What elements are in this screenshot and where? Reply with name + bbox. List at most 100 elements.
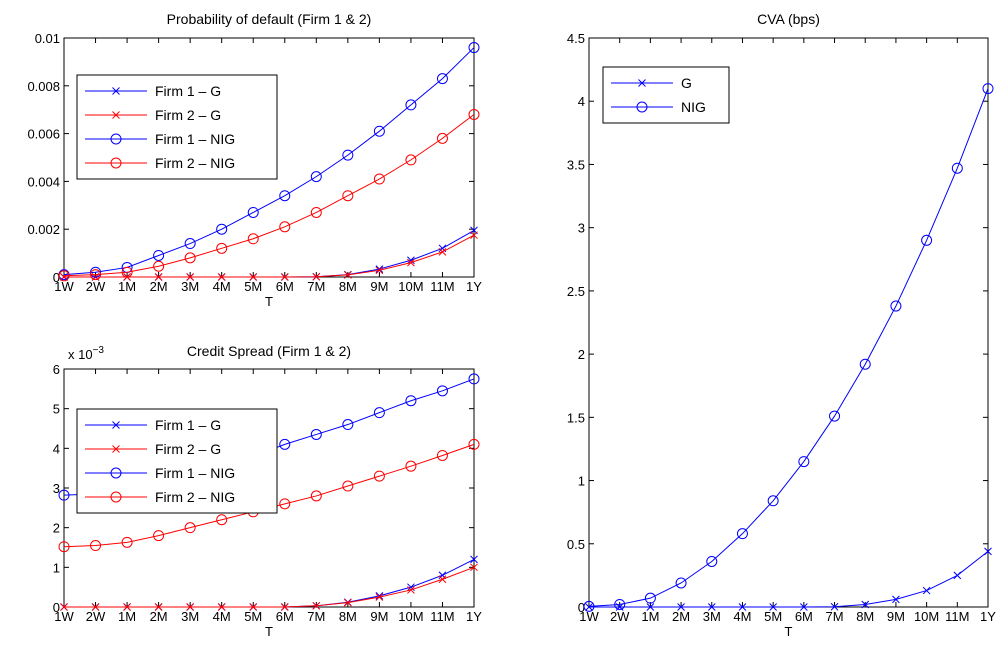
y-tick-label: 2.5: [567, 284, 585, 299]
y-tick-label: 0: [578, 600, 585, 615]
series-line: [64, 566, 475, 608]
data-point: [153, 249, 165, 261]
data-point: [438, 248, 447, 256]
data-point: [675, 577, 687, 589]
data-point: [343, 598, 352, 607]
x-tick-label: 11M: [430, 609, 454, 624]
marker-stroke: [407, 583, 415, 592]
data-point: [342, 190, 354, 202]
series-line: [588, 88, 989, 607]
y-exponent-base: x 10: [68, 347, 93, 362]
data-point: [312, 601, 321, 610]
legend-marker: [110, 491, 122, 503]
y-tick-label: 0.002: [27, 222, 60, 237]
marker-stroke: [407, 256, 415, 265]
x-tick-label: 11M: [430, 279, 454, 294]
x-tick-label: 5M: [764, 609, 782, 624]
data-point: [468, 42, 480, 54]
data-point: [91, 603, 100, 611]
data-point: [646, 603, 655, 611]
data-point: [279, 190, 291, 202]
data-point: [58, 270, 70, 282]
x-tick-label: 2M: [672, 609, 690, 624]
y-tick-label: 5: [53, 402, 60, 417]
y-tick-label: 3.5: [567, 157, 585, 172]
marker-stroke: [738, 603, 747, 611]
marker-stroke: [922, 586, 931, 595]
data-point: [707, 603, 716, 611]
y-tick-label: 0: [53, 270, 60, 285]
legend-label: NIG: [681, 99, 706, 115]
marker-stroke: [343, 598, 352, 607]
marker-stroke: [112, 87, 120, 95]
series-1: [585, 547, 992, 611]
data-point: [984, 547, 992, 556]
data-point: [373, 407, 385, 419]
data-point: [279, 438, 291, 450]
series-2: [60, 563, 478, 611]
marker-stroke: [186, 603, 195, 611]
series-3: [58, 42, 480, 281]
marker-stroke: [953, 571, 962, 580]
x-tick-label: 7M: [826, 609, 844, 624]
data-point: [438, 575, 447, 584]
legend-marker: [110, 467, 122, 479]
data-point: [982, 83, 994, 95]
marker-stroke: [217, 273, 226, 281]
marker-stroke: [375, 266, 384, 275]
data-point: [60, 603, 68, 611]
data-point: [184, 238, 196, 250]
data-point: [310, 206, 322, 218]
y-tick-label: 4.5: [567, 31, 585, 46]
x-tick-label: 10M: [914, 609, 939, 624]
legend-label: Firm 1 – NIG: [155, 465, 235, 481]
x-tick-label: 1Y: [980, 609, 996, 624]
marker-stroke: [375, 592, 384, 600]
x-tick-label: 4M: [213, 279, 231, 294]
data-point: [830, 602, 839, 611]
data-point: [121, 266, 133, 278]
x-tick-label: 6M: [276, 279, 294, 294]
data-point: [436, 385, 448, 397]
data-point: [375, 265, 384, 273]
data-point: [799, 603, 808, 611]
data-point: [343, 270, 352, 279]
data-point: [922, 586, 931, 595]
marker-stroke: [707, 603, 716, 611]
data-point: [216, 223, 228, 235]
marker-stroke: [407, 586, 415, 594]
x-axis-label: T: [265, 294, 273, 309]
x-tick-label: 2M: [150, 279, 168, 294]
x-tick-label: 1W: [54, 609, 74, 624]
y-tick-label: 0: [53, 600, 60, 615]
chart-credit-spread: Credit Spread (Firm 1 & 2) 0 1 2 3 4 5 6 x 10−3 1…: [53, 343, 483, 639]
marker-stroke: [470, 555, 478, 564]
x-tick-label: 2W: [86, 279, 106, 294]
data-point: [373, 470, 385, 482]
x-tick-label: 4M: [213, 609, 231, 624]
data-point: [280, 603, 289, 611]
legend-label: Firm 2 – NIG: [155, 489, 235, 505]
marker-stroke: [677, 603, 685, 611]
chart-cva: CVA (bps) 0 0.5 1 1.5 2 2.5 3 3.5 4 4.5 1W 2W 1M 2M 3M 4…: [567, 11, 996, 639]
legend-marker: [110, 157, 122, 169]
series-4: [58, 108, 480, 282]
chart-title: Credit Spread (Firm 1 & 2): [187, 343, 351, 359]
data-point: [829, 410, 841, 422]
data-point: [58, 541, 70, 553]
marker-stroke: [312, 601, 321, 610]
data-point: [375, 592, 384, 600]
data-point: [585, 603, 593, 611]
y-tick-label: 2: [53, 521, 60, 536]
data-point: [890, 300, 902, 312]
marker-stroke: [112, 421, 120, 429]
data-point: [249, 603, 258, 611]
x-tick-label: 7M: [307, 279, 325, 294]
data-point: [310, 490, 322, 502]
data-point: [769, 603, 778, 611]
data-point: [153, 530, 165, 542]
data-point: [470, 231, 478, 240]
legend-box: [76, 74, 278, 180]
data-point: [121, 536, 133, 548]
y-tick-label: 3: [53, 481, 60, 496]
